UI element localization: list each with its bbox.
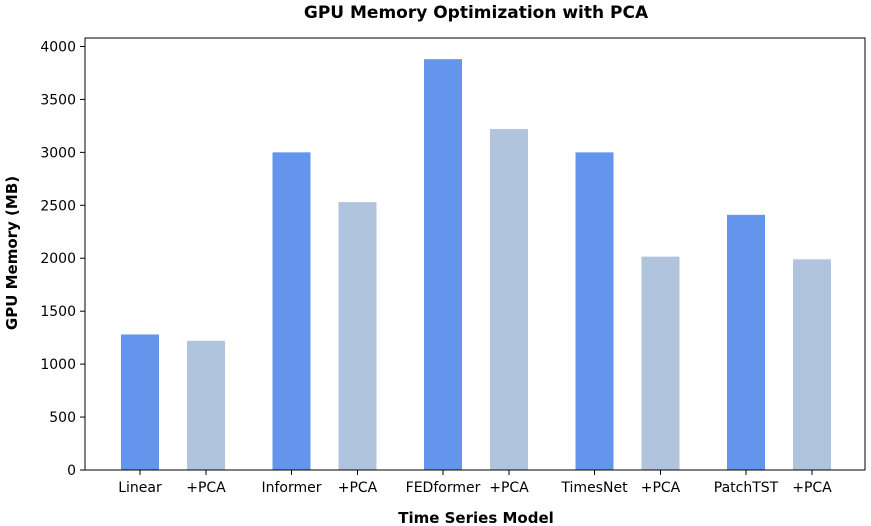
- bar-3: [272, 152, 311, 470]
- x-tick-label: PatchTST: [714, 480, 779, 496]
- y-tick-label: 0: [67, 463, 76, 479]
- x-tick-label: +PCA: [641, 480, 681, 496]
- bar-7: [575, 152, 614, 470]
- bar-4: [338, 202, 377, 470]
- y-axis-ticks: 0 500 1000 1500 2000 2500 3000 3500 4000: [40, 39, 85, 479]
- x-tick-label: Linear: [118, 480, 162, 496]
- y-tick-label: 2500: [40, 198, 76, 214]
- bar-8: [641, 256, 680, 470]
- bar-10: [793, 259, 831, 470]
- y-tick-label: 1000: [40, 357, 76, 373]
- x-tick-label: +PCA: [489, 480, 529, 496]
- x-tick-label: +PCA: [186, 480, 226, 496]
- x-tick-label: +PCA: [338, 480, 378, 496]
- y-tick-label: 3000: [40, 145, 76, 161]
- bar-9: [727, 214, 765, 470]
- x-tick-label: Informer: [261, 480, 321, 496]
- bar-2: [187, 340, 225, 470]
- x-tick-label: FEDformer: [406, 480, 481, 496]
- y-tick-label: 2000: [40, 251, 76, 267]
- y-tick-label: 4000: [40, 39, 76, 55]
- x-tick-label: +PCA: [792, 480, 832, 496]
- bars-group: [121, 59, 831, 470]
- plot-frame: [84, 37, 866, 471]
- y-tick-label: 3500: [40, 92, 76, 108]
- bar-6: [490, 129, 528, 470]
- x-axis-ticks: Linear +PCA Informer +PCA FEDformer +PCA Times…: [118, 470, 832, 496]
- y-tick-label: 1500: [40, 304, 76, 320]
- y-tick-label: 500: [49, 410, 76, 426]
- y-axis-label: GPU Memory (MB): [3, 176, 21, 330]
- bar-1: [121, 334, 159, 470]
- x-tick-label: TimesNet: [560, 480, 628, 496]
- chart-title: GPU Memory Optimization with PCA: [304, 3, 649, 23]
- bar-5: [424, 59, 462, 470]
- x-axis-label: Time Series Model: [398, 509, 554, 526]
